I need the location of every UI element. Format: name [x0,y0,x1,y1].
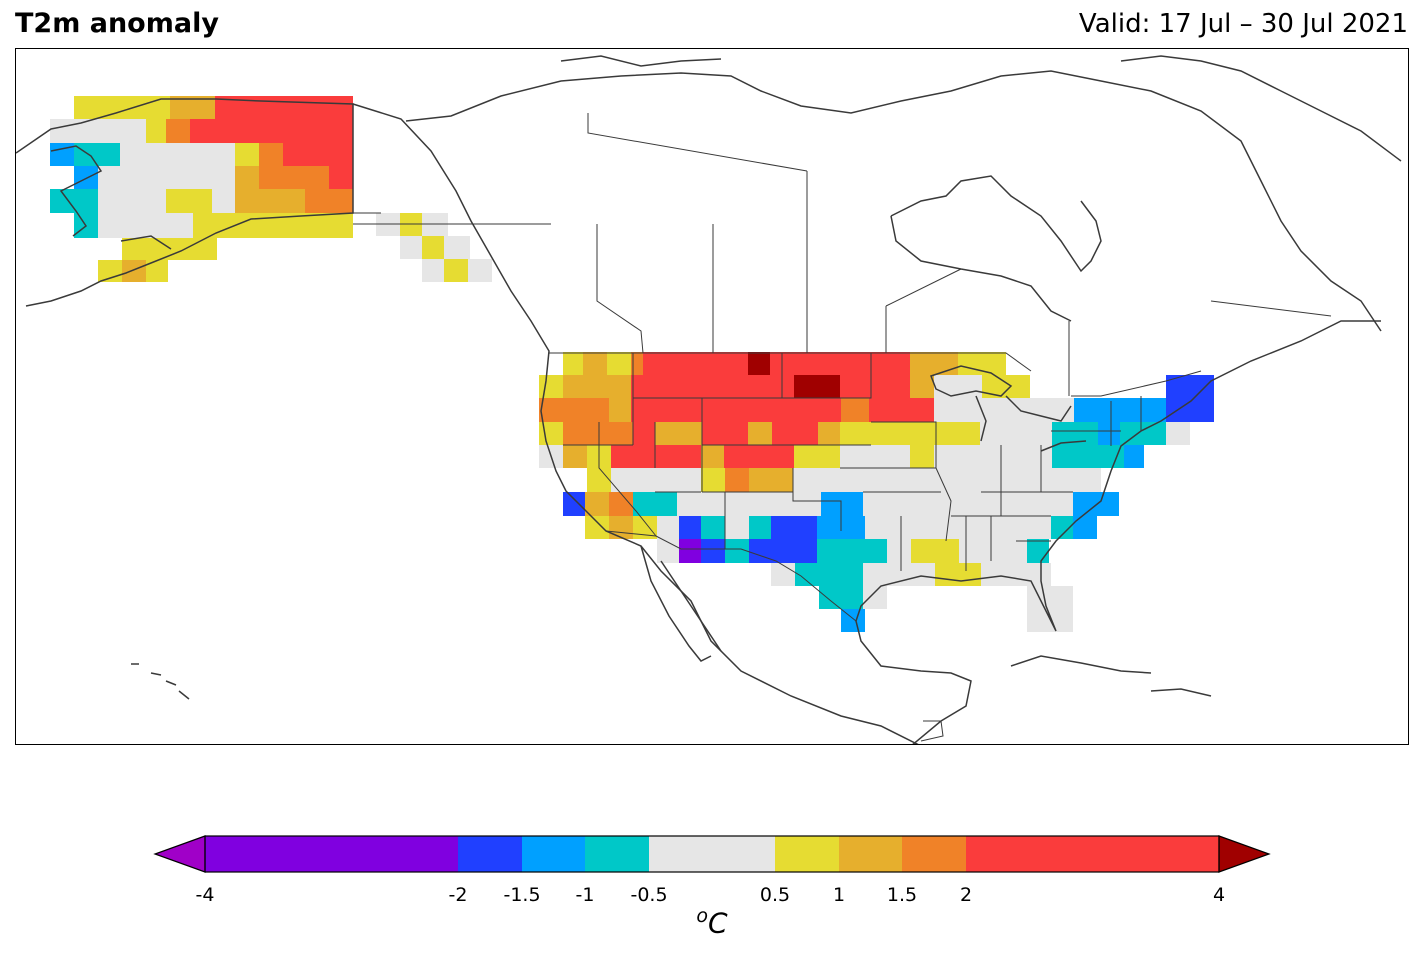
colorbar-tick-label: -1 [575,884,595,906]
colorbar-bin [649,836,775,872]
map-panel [15,48,1409,745]
colorbar-bin [775,836,839,872]
borders [352,104,1332,742]
colorbar-bin [205,836,458,872]
colorbar-bin [585,836,649,872]
colorbar-tick-label: -1.5 [503,884,541,906]
colorbar-tick-label: 1.5 [886,884,918,906]
colorbar-tick-label: -0.5 [630,884,668,906]
colorbar-bin [902,836,966,872]
colorbar-bin [522,836,585,872]
anomaly-map [16,55,1402,744]
colorbar-over-triangle [1218,835,1271,873]
colorbar-tick-label: 0.5 [759,884,791,906]
colorbar [153,835,1271,873]
colorbar-bin [458,836,522,872]
anomaly-grid [50,96,1214,632]
colorbar-tick-label: 1 [832,884,846,906]
colorbar-bin [966,836,1219,872]
colorbar-tick-label: 2 [959,884,973,906]
colorbar-unit: oC [696,905,727,939]
colorbar-tick-label: -4 [195,884,215,906]
colorbar-bins [205,836,1219,872]
colorbar-tick-label: 4 [1212,884,1226,906]
colorbar-bin [839,836,902,872]
colorbar-frame [204,835,1220,873]
colorbar-tick-label: -2 [448,884,468,906]
coastlines [16,55,1402,744]
colorbar-under-triangle [153,835,206,873]
map-title: T2m anomaly [15,8,219,39]
valid-period: Valid: 17 Jul – 30 Jul 2021 [1078,9,1408,39]
degree-sign: o [696,905,709,927]
unit-letter: C [708,906,728,940]
